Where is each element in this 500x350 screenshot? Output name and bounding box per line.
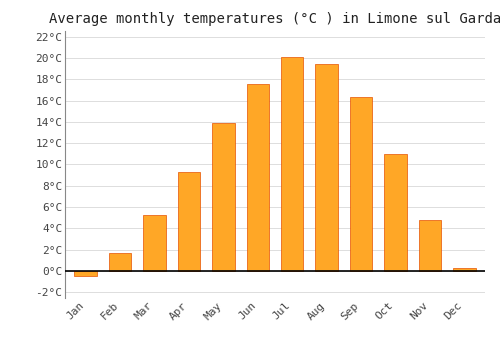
Title: Average monthly temperatures (°C ) in Limone sul Garda: Average monthly temperatures (°C ) in Li… xyxy=(49,12,500,26)
Bar xyxy=(144,215,166,271)
Bar xyxy=(281,57,303,271)
Bar xyxy=(74,271,97,276)
Bar xyxy=(212,123,234,271)
Bar xyxy=(246,84,269,271)
Bar xyxy=(316,64,338,271)
Bar xyxy=(350,97,372,271)
Bar xyxy=(384,154,406,271)
Bar xyxy=(109,253,132,271)
Bar xyxy=(178,172,200,271)
Bar xyxy=(453,268,475,271)
Bar xyxy=(418,220,441,271)
